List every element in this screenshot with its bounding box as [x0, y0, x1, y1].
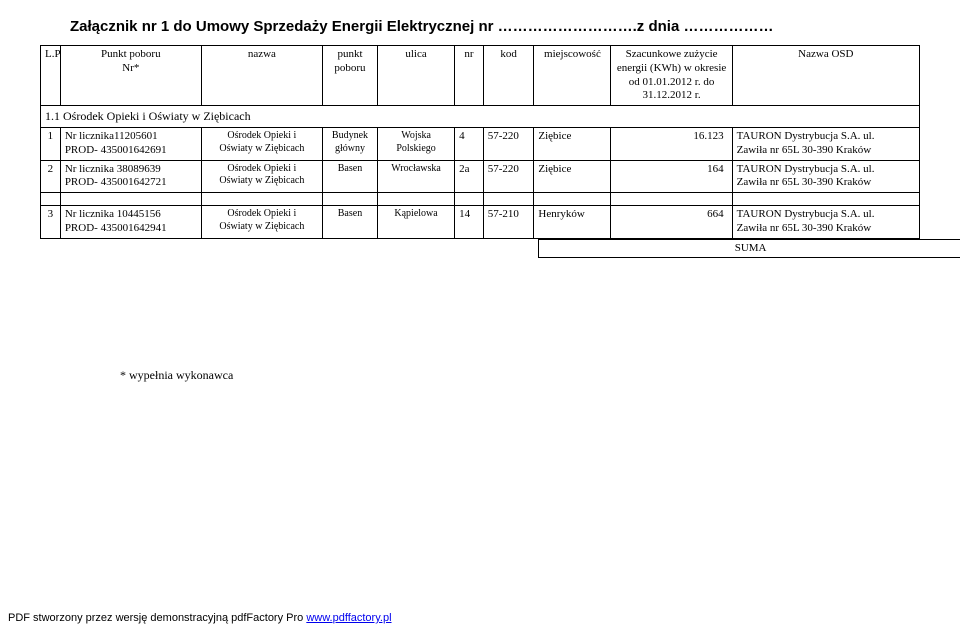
spacer-row	[41, 193, 920, 206]
header-row: L.P. Punkt poboruNr* nazwa punktpoboru u…	[41, 46, 920, 106]
cell-pp: Nr licznika 10445156PROD- 435001642941	[60, 206, 201, 239]
cell-ulica: Kąpielowa	[378, 206, 455, 239]
col-ulica: ulica	[378, 46, 455, 106]
col-punkt-poboru: Punkt poboruNr*	[60, 46, 201, 106]
section-row: 1.1 Ośrodek Opieki i Oświaty w Ziębicach	[41, 106, 920, 128]
cell-msc: Ziębice	[534, 160, 611, 193]
col-nazwa: nazwa	[201, 46, 322, 106]
cell-nr: 14	[455, 206, 484, 239]
pdf-footer: PDF stworzony przez wersję demonstracyjn…	[8, 612, 392, 624]
cell-msc: Ziębice	[534, 128, 611, 161]
page-title: Załącznik nr 1 do Umowy Sprzedaży Energi…	[70, 18, 920, 35]
col-szacunkowe: Szacunkowe zużycieenergii (KWh) w okresi…	[611, 46, 732, 106]
table-row: 1 Nr licznika11205601PROD- 435001642691 …	[41, 128, 920, 161]
pdf-text: PDF stworzony przez wersję demonstracyjn…	[8, 612, 306, 624]
cell-sz: 164	[611, 160, 732, 193]
cell-nr: 4	[455, 128, 484, 161]
col-miejscowosc: miejscowość	[534, 46, 611, 106]
cell-punkt: Basen	[322, 206, 377, 239]
cell-punkt: Budynekgłówny	[322, 128, 377, 161]
cell-osd: TAURON Dystrybucja S.A. ul.Zawiła nr 65L…	[732, 160, 919, 193]
suma-table: SUMA 16.951	[538, 239, 960, 259]
table-row: 3 Nr licznika 10445156PROD- 435001642941…	[41, 206, 920, 239]
col-lp: L.P.	[41, 46, 61, 106]
cell-ulica: WojskaPolskiego	[378, 128, 455, 161]
suma-label: SUMA	[539, 239, 960, 258]
footnote: * wypełnia wykonawca	[120, 368, 920, 383]
cell-punkt: Basen	[322, 160, 377, 193]
cell-lp: 3	[41, 206, 61, 239]
col-nr: nr	[455, 46, 484, 106]
cell-sz: 664	[611, 206, 732, 239]
cell-nazwa: Ośrodek Opieki iOświaty w Ziębicach	[201, 128, 322, 161]
section-title: 1.1 Ośrodek Opieki i Oświaty w Ziębicach	[41, 106, 920, 128]
cell-nazwa: Ośrodek Opieki iOświaty w Ziębicach	[201, 206, 322, 239]
cell-pp: Nr licznika 38089639PROD- 435001642721	[60, 160, 201, 193]
main-table: L.P. Punkt poboruNr* nazwa punktpoboru u…	[40, 45, 920, 239]
cell-nazwa: Ośrodek Opieki iOświaty w Ziębicach	[201, 160, 322, 193]
cell-osd: TAURON Dystrybucja S.A. ul.Zawiła nr 65L…	[732, 206, 919, 239]
page: Załącznik nr 1 do Umowy Sprzedaży Energi…	[0, 0, 960, 383]
cell-sz: 16.123	[611, 128, 732, 161]
cell-ulica: Wrocławska	[378, 160, 455, 193]
pdf-link[interactable]: www.pdffactory.pl	[306, 612, 391, 624]
cell-lp: 1	[41, 128, 61, 161]
cell-msc: Henryków	[534, 206, 611, 239]
cell-kod: 57-210	[483, 206, 534, 239]
col-nazwa-osd: Nazwa OSD	[732, 46, 919, 106]
cell-pp: Nr licznika11205601PROD- 435001642691	[60, 128, 201, 161]
cell-nr: 2a	[455, 160, 484, 193]
col-punkt: punktpoboru	[322, 46, 377, 106]
col-kod: kod	[483, 46, 534, 106]
cell-kod: 57-220	[483, 160, 534, 193]
cell-osd: TAURON Dystrybucja S.A. ul.Zawiła nr 65L…	[732, 128, 919, 161]
suma-block: SUMA 16.951	[40, 239, 920, 259]
cell-kod: 57-220	[483, 128, 534, 161]
cell-lp: 2	[41, 160, 61, 193]
table-row: 2 Nr licznika 38089639PROD- 435001642721…	[41, 160, 920, 193]
